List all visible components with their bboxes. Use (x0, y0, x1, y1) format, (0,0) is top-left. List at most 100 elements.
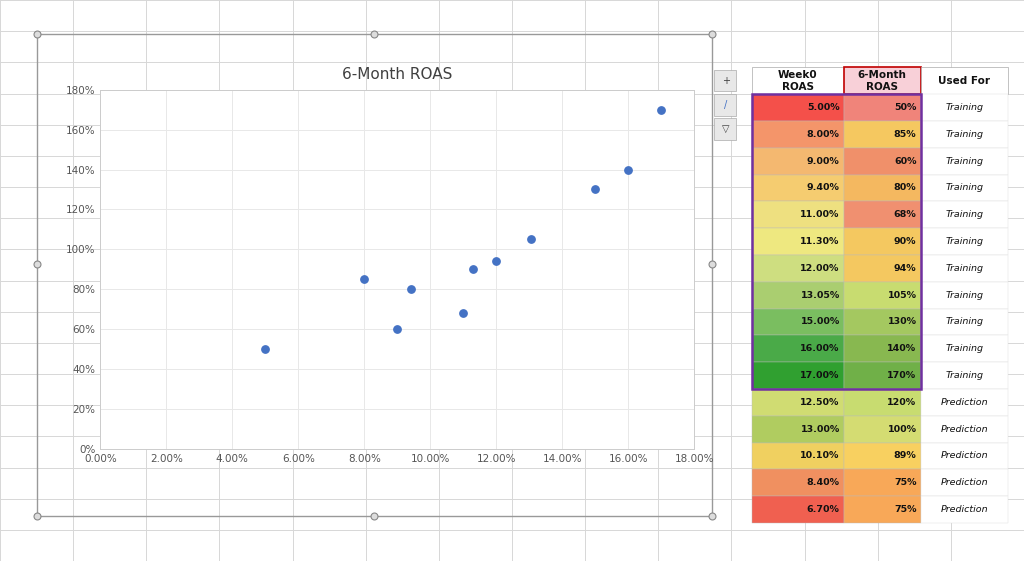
Bar (714, 70, 736, 91)
Bar (752, 389, 844, 416)
Bar (921, 470, 1008, 496)
Bar (752, 443, 844, 470)
Point (523, 235, 540, 244)
Text: 8.00%: 8.00% (807, 130, 840, 139)
Point (621, 165, 637, 174)
Text: Used For: Used For (938, 76, 990, 86)
Text: 11.30%: 11.30% (801, 237, 840, 246)
Point (587, 185, 603, 194)
Text: 17.00%: 17.00% (801, 371, 840, 380)
Bar (752, 496, 844, 523)
Text: 68%: 68% (894, 210, 916, 219)
Text: 12.50%: 12.50% (801, 398, 840, 407)
Bar (921, 443, 1008, 470)
Bar (921, 228, 1008, 255)
Bar (752, 201, 844, 228)
Text: /: / (724, 100, 728, 110)
Bar (37, 34, 712, 516)
Bar (921, 94, 1008, 121)
Bar (844, 362, 921, 389)
Bar (844, 496, 921, 523)
Text: Training: Training (945, 237, 983, 246)
Text: 85%: 85% (894, 130, 916, 139)
Text: Training: Training (945, 130, 983, 139)
Bar (921, 121, 1008, 148)
Bar (844, 228, 921, 255)
Text: 8.40%: 8.40% (807, 479, 840, 488)
Text: 100%: 100% (888, 425, 916, 434)
Bar (921, 282, 1008, 309)
Bar (844, 201, 921, 228)
Bar (844, 470, 921, 496)
Text: 10.10%: 10.10% (801, 452, 840, 461)
Text: Training: Training (945, 264, 983, 273)
Text: Training: Training (945, 371, 983, 380)
Bar (844, 416, 921, 443)
Text: 13.00%: 13.00% (801, 425, 840, 434)
Bar (844, 94, 921, 121)
Text: 140%: 140% (888, 344, 916, 353)
Bar (844, 282, 921, 309)
Bar (752, 282, 844, 309)
Text: Training: Training (945, 210, 983, 219)
Point (257, 344, 273, 353)
Text: 15.00%: 15.00% (801, 318, 840, 327)
Text: 50%: 50% (894, 103, 916, 112)
Bar (844, 389, 921, 416)
Bar (714, 94, 736, 116)
Bar (844, 335, 921, 362)
Bar (844, 174, 921, 201)
Bar (752, 416, 844, 443)
Bar (844, 309, 921, 335)
Bar (752, 470, 844, 496)
Text: 9.40%: 9.40% (807, 183, 840, 192)
Text: 12.00%: 12.00% (801, 264, 840, 273)
Text: 94%: 94% (894, 264, 916, 273)
Text: Training: Training (945, 318, 983, 327)
Bar (921, 255, 1008, 282)
Bar (752, 335, 844, 362)
Bar (752, 309, 844, 335)
Text: Prediction: Prediction (940, 452, 988, 461)
Text: ▽: ▽ (722, 124, 730, 134)
Text: 80%: 80% (894, 183, 916, 192)
Bar (752, 121, 844, 148)
Bar (921, 389, 1008, 416)
Bar (752, 94, 844, 121)
Bar (752, 94, 921, 389)
Bar (921, 201, 1008, 228)
Text: 170%: 170% (888, 371, 916, 380)
Bar (752, 174, 844, 201)
Bar (752, 228, 844, 255)
Point (402, 285, 419, 294)
Text: Prediction: Prediction (940, 398, 988, 407)
Bar (921, 148, 1008, 174)
Point (455, 309, 471, 318)
Bar (844, 67, 921, 94)
Text: 89%: 89% (894, 452, 916, 461)
Bar (752, 255, 844, 282)
Point (488, 257, 505, 266)
Bar (921, 309, 1008, 335)
Text: Week0
ROAS: Week0 ROAS (778, 70, 817, 92)
Bar (714, 118, 736, 140)
Text: 6-Month
ROAS: 6-Month ROAS (858, 70, 906, 92)
Text: Prediction: Prediction (940, 479, 988, 488)
Title: 6-Month ROAS: 6-Month ROAS (342, 67, 453, 82)
Text: 6.70%: 6.70% (807, 505, 840, 514)
Bar (752, 148, 844, 174)
Text: Training: Training (945, 291, 983, 300)
Text: 75%: 75% (894, 479, 916, 488)
Point (653, 105, 670, 114)
Text: 13.05%: 13.05% (801, 291, 840, 300)
Text: 130%: 130% (888, 318, 916, 327)
Text: +: + (722, 76, 730, 86)
Bar (921, 496, 1008, 523)
Text: Training: Training (945, 103, 983, 112)
Text: 105%: 105% (888, 291, 916, 300)
Text: 90%: 90% (894, 237, 916, 246)
Bar (752, 67, 844, 94)
Bar (844, 255, 921, 282)
Bar (921, 174, 1008, 201)
Text: Training: Training (945, 157, 983, 165)
